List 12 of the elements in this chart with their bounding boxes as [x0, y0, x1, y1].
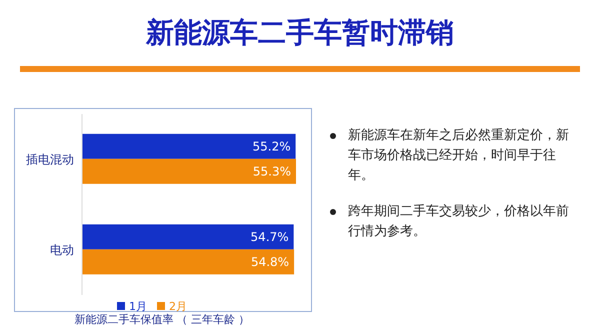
text: 新能源二手车保值率 （ 三年车龄 ） [73, 312, 251, 327]
text: 跨年期间二手车交易较少，价格以年前行情为参考。 [348, 203, 570, 241]
y-tick-label: 电动 [50, 243, 74, 258]
data-label: 55.2% [252, 140, 291, 154]
data-label: 54.8% [250, 255, 290, 270]
y-tick-label: 插电混动 [26, 152, 74, 167]
data-label: 54.7% [250, 230, 289, 244]
legend-label: 1月 [129, 300, 147, 313]
text: 新能源车在新年之后必然重新定价，新车市场价格战已经开始，时间早于往年。 [348, 127, 570, 185]
chart-title: 新能源车二手车暂时滞销 [144, 15, 455, 51]
legend-label: 2月 [169, 300, 187, 313]
data-label: 55.3% [252, 164, 291, 179]
